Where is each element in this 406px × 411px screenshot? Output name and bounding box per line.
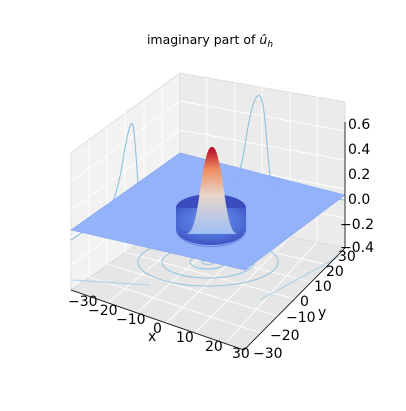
x-tick-label: −30	[68, 294, 98, 310]
x-tick-label: 10	[176, 330, 194, 346]
x-axis-label: x	[148, 329, 156, 345]
x-tick-label: 20	[205, 339, 223, 355]
y-tick-label: 20	[326, 264, 344, 280]
y-tick-label: 10	[314, 279, 332, 295]
y-tick-label: −20	[270, 328, 300, 344]
z-axis: 0.6 0.4 0.2 0.0 −0.2 −0.4	[340, 117, 374, 256]
z-tick-label: −0.2	[340, 217, 374, 233]
z-tick-label: 0.0	[348, 192, 370, 208]
x-tick-label: −10	[116, 312, 146, 328]
z-tick-label: −0.4	[340, 240, 374, 256]
z-tick-label: 0.2	[348, 167, 370, 183]
x-tick-label: 0	[153, 321, 162, 337]
x-tick-label: −20	[88, 303, 118, 319]
z-tick-label: 0.6	[348, 117, 370, 133]
chart-title: imaginary part of ûh	[147, 32, 273, 50]
surface-peak	[186, 147, 238, 234]
z-tick-label: 0.4	[348, 142, 370, 158]
y-axis: −30 −20 −10 0 10 20 30 y	[243, 247, 356, 362]
x-tick-label: 30	[232, 346, 250, 362]
y-tick-label: −10	[286, 310, 316, 326]
y-tick-label: −30	[253, 346, 283, 362]
y-tick-label: 30	[338, 249, 356, 265]
y-axis-label: y	[318, 305, 326, 321]
y-tick-label: 0	[300, 294, 309, 310]
x-axis: −30 −20 −10 0 10 20 30 x	[68, 289, 250, 362]
